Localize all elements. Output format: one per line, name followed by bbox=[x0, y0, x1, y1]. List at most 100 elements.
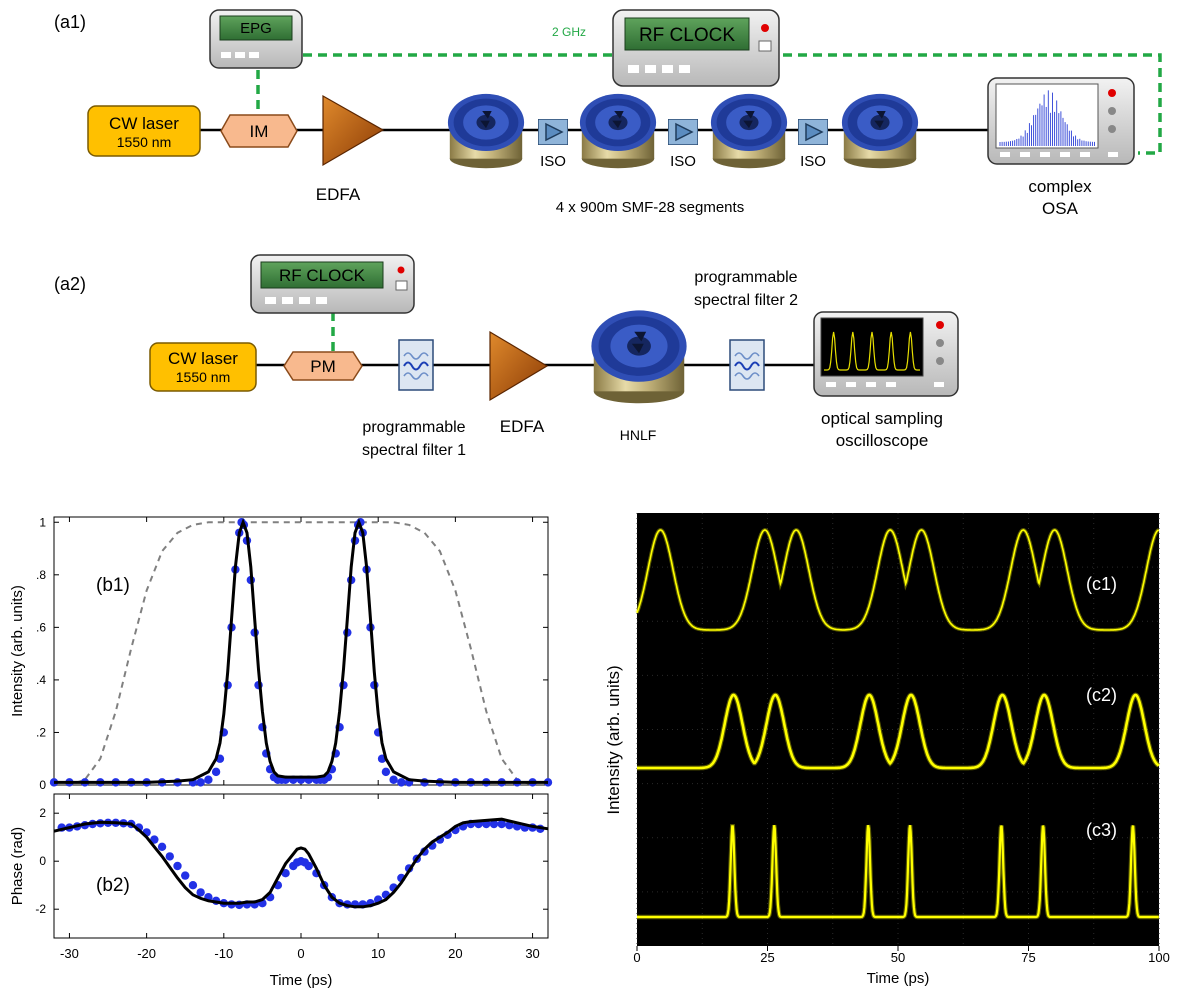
b2-measured-point bbox=[505, 821, 514, 830]
b1-ytick-label: 0 bbox=[39, 778, 46, 792]
b-xtick-label: 10 bbox=[371, 946, 385, 961]
plot-b: 0.2.4.6.81 -30 -20 -10 0 10 20 30-202 (b1) (b2… bbox=[9, 515, 553, 989]
b1-ytick-label: .2 bbox=[36, 725, 46, 739]
b1-measured-point bbox=[389, 775, 398, 784]
fiber-caption: 4 x 900m SMF-28 segments bbox=[556, 199, 744, 216]
filter2-label-line1: programmable bbox=[694, 269, 797, 286]
filter2-label-line2: spectral filter 2 bbox=[694, 292, 798, 309]
c-xtick-label: 100 bbox=[1148, 950, 1170, 965]
b1-measured-point bbox=[204, 775, 213, 784]
isolator-1 bbox=[538, 119, 568, 145]
panel-label-c3: (c3) bbox=[1086, 820, 1117, 840]
panel-label-c1: (c1) bbox=[1086, 574, 1117, 594]
edfa-a2: EDFA bbox=[489, 330, 549, 436]
b1-measured-point bbox=[196, 778, 205, 787]
plot-b2: -30 -20 -10 0 10 20 30-202 bbox=[35, 793, 549, 961]
panel-label-b1: (b1) bbox=[96, 575, 130, 596]
scope-trace-icon bbox=[824, 331, 920, 371]
b1-ytick-label: .6 bbox=[36, 620, 46, 634]
fiber-spool-1 bbox=[447, 93, 525, 169]
edfa-a1: EDFA bbox=[316, 94, 385, 204]
epg-label: EPG bbox=[240, 20, 272, 37]
plot-b1: 0 .2 .4 .6 .8 1 bbox=[36, 515, 553, 792]
b2-measured-point bbox=[304, 861, 313, 871]
isolator-2 bbox=[668, 119, 698, 145]
filter1-label-line2: spectral filter 1 bbox=[362, 442, 466, 459]
b1-reference-dashed-line bbox=[54, 521, 548, 786]
b2-ytick-label: 2 bbox=[39, 806, 46, 820]
fiber-spool-3 bbox=[710, 93, 788, 169]
b-xlabel: Time (ps) bbox=[270, 972, 333, 989]
modulator-label-a1: IM bbox=[250, 122, 269, 141]
clock-frequency-label: 2 GHz bbox=[552, 25, 586, 39]
b2-measured-point bbox=[188, 881, 198, 890]
spectral-filter-1 bbox=[398, 339, 434, 391]
b2-measured-point bbox=[165, 852, 174, 861]
rf-clock-label-a2: RF CLOCK bbox=[279, 266, 366, 285]
b2-ylabel: Phase (rad) bbox=[9, 827, 26, 905]
b2-measured-point bbox=[157, 842, 167, 851]
b1-ytick-label: 1 bbox=[39, 515, 46, 529]
isolator-label-3: ISO bbox=[800, 153, 826, 170]
b1-measured-point bbox=[397, 778, 406, 787]
b-xtick-label: 0 bbox=[297, 946, 304, 961]
isolator-label-1: ISO bbox=[540, 153, 566, 170]
b2-model-line bbox=[53, 817, 549, 909]
b1-model-line bbox=[54, 517, 548, 784]
c-xtick-label: 0 bbox=[633, 950, 640, 965]
b1-ylabel: Intensity (arb. units) bbox=[9, 585, 26, 717]
spectral-filter-2 bbox=[729, 339, 765, 391]
c-xtick-label: 75 bbox=[1021, 950, 1035, 965]
b-xtick-label: -30 bbox=[60, 946, 79, 961]
osa-label-line2: OSA bbox=[1042, 199, 1079, 218]
b2-measured-point bbox=[173, 861, 182, 871]
rf-clock-a1: RF CLOCK bbox=[612, 9, 780, 87]
laser-wavelength-a2: 1550 nm bbox=[176, 369, 230, 385]
osa-label-line1: complex bbox=[1028, 177, 1092, 196]
complex-osa: complex OSA bbox=[987, 77, 1135, 218]
b2-measured-point bbox=[181, 871, 190, 880]
rf-clock-label-a1: RF CLOCK bbox=[639, 25, 735, 46]
isolator-label-2: ISO bbox=[670, 153, 696, 170]
panel-label-a2: (a2) bbox=[54, 274, 86, 294]
scope-trace-line bbox=[824, 331, 920, 371]
setup-a1: (a1) 2 GHz EPG RF CLOCK bbox=[54, 9, 1162, 218]
scope-label-line2: oscilloscope bbox=[836, 431, 929, 450]
b2-measured-point bbox=[497, 819, 506, 829]
phase-modulator: PM bbox=[283, 351, 363, 381]
plot-b1-frame bbox=[53, 516, 549, 786]
b2-measured-point bbox=[281, 869, 290, 878]
scope-label-line1: optical sampling bbox=[821, 409, 943, 428]
b-xtick-label: 20 bbox=[448, 946, 462, 961]
laser-label-a1: CW laser bbox=[109, 114, 179, 133]
b1-ytick-label: .8 bbox=[36, 568, 46, 582]
rf-clock-a2: RF CLOCK bbox=[250, 254, 415, 314]
plot-b2-frame bbox=[53, 793, 549, 939]
hnlf-label: HNLF bbox=[620, 427, 657, 443]
c-trace-3 bbox=[637, 824, 1159, 919]
b-xtick-label: -10 bbox=[214, 946, 233, 961]
c-ylabel: Intensity (arb. units) bbox=[604, 665, 623, 814]
cw-laser-a2: CW laser 1550 nm bbox=[149, 342, 257, 392]
c-xlabel: Time (ps) bbox=[867, 970, 930, 987]
laser-wavelength-a1: 1550 nm bbox=[117, 134, 171, 150]
plot-c-scope: 0 25 50 75 100 bbox=[633, 513, 1170, 965]
b-xtick-label: 30 bbox=[525, 946, 539, 961]
b1-measured-point bbox=[381, 767, 391, 777]
c-xtick-label: 50 bbox=[891, 950, 905, 965]
b2-measured-point bbox=[196, 888, 205, 897]
modulator-label-a2: PM bbox=[310, 357, 336, 376]
plot-c: 0 25 50 75 100 Intensity (arb. units) Time (… bbox=[604, 513, 1170, 987]
b2-ytick-label: -2 bbox=[35, 902, 46, 916]
panel-label-b2: (b2) bbox=[96, 875, 130, 896]
b2-measured-point bbox=[150, 835, 159, 844]
panel-label-c2: (c2) bbox=[1086, 685, 1117, 705]
setup-a2: (a2) RF CLOCK CW laser 1550 nm PM bbox=[54, 254, 959, 459]
intensity-modulator: IM bbox=[220, 114, 298, 148]
b1-ytick-label: .4 bbox=[36, 673, 46, 687]
optical-sampling-oscilloscope: optical sampling oscilloscope bbox=[813, 311, 959, 450]
fiber-spool-4 bbox=[841, 93, 919, 169]
hnlf-spool bbox=[591, 310, 687, 404]
panel-label-a1: (a1) bbox=[54, 12, 86, 32]
